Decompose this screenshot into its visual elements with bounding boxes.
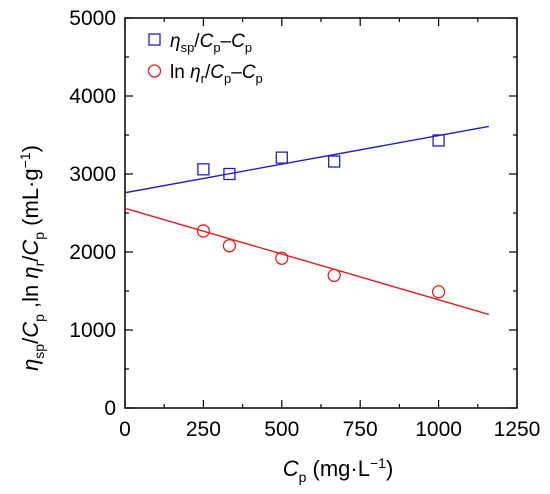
data-point-square bbox=[275, 151, 288, 164]
y-tick-label: 5000 bbox=[69, 7, 116, 30]
legend-label-series-1: ηsp/Cp–Cp bbox=[170, 31, 252, 55]
data-markers bbox=[196, 134, 446, 299]
x-axis-title: Cp (mg·L−1) bbox=[283, 455, 394, 485]
data-point-circle bbox=[327, 268, 341, 283]
y-tick-label: 2000 bbox=[69, 241, 116, 264]
data-point-square bbox=[432, 134, 445, 147]
data-point-circle bbox=[431, 285, 446, 299]
legend-marker-circle bbox=[147, 64, 162, 78]
legend-label-series-2: ln ηr/Cp–Cp bbox=[170, 62, 263, 86]
y-tick-label: 3000 bbox=[69, 163, 116, 186]
data-point-circle bbox=[222, 239, 237, 253]
x-tick-label: 250 bbox=[186, 418, 221, 441]
data-point-square bbox=[328, 155, 341, 168]
legend: ηsp/Cp–Cp ln ηr/Cp–Cp bbox=[147, 31, 263, 86]
data-point-square bbox=[223, 167, 236, 181]
y-tick-label: 1000 bbox=[69, 319, 116, 342]
data-point-circle bbox=[275, 251, 289, 265]
fit-lines bbox=[124, 125, 489, 316]
data-point-square bbox=[197, 163, 210, 176]
fit-line bbox=[124, 125, 489, 194]
x-tick-label: 750 bbox=[343, 418, 378, 441]
y-tick-label: 4000 bbox=[69, 85, 116, 108]
y-tick-label: 0 bbox=[104, 397, 116, 420]
axes: 0 250 500 750 1000 1250 0 1000 2000 3000 4000 5000 bbox=[69, 7, 540, 441]
data-point-circle bbox=[196, 224, 211, 238]
x-tick-label: 1000 bbox=[415, 418, 462, 441]
x-tick-label: 500 bbox=[264, 418, 299, 441]
x-tick-label: 0 bbox=[119, 418, 131, 441]
fit-line bbox=[124, 207, 489, 316]
legend-marker-square bbox=[148, 33, 161, 46]
x-tick-label: 1250 bbox=[494, 418, 541, 441]
y-axis-title: ηsp/Cp ,ln ηr/Cp (mL·g−1) bbox=[17, 145, 47, 371]
